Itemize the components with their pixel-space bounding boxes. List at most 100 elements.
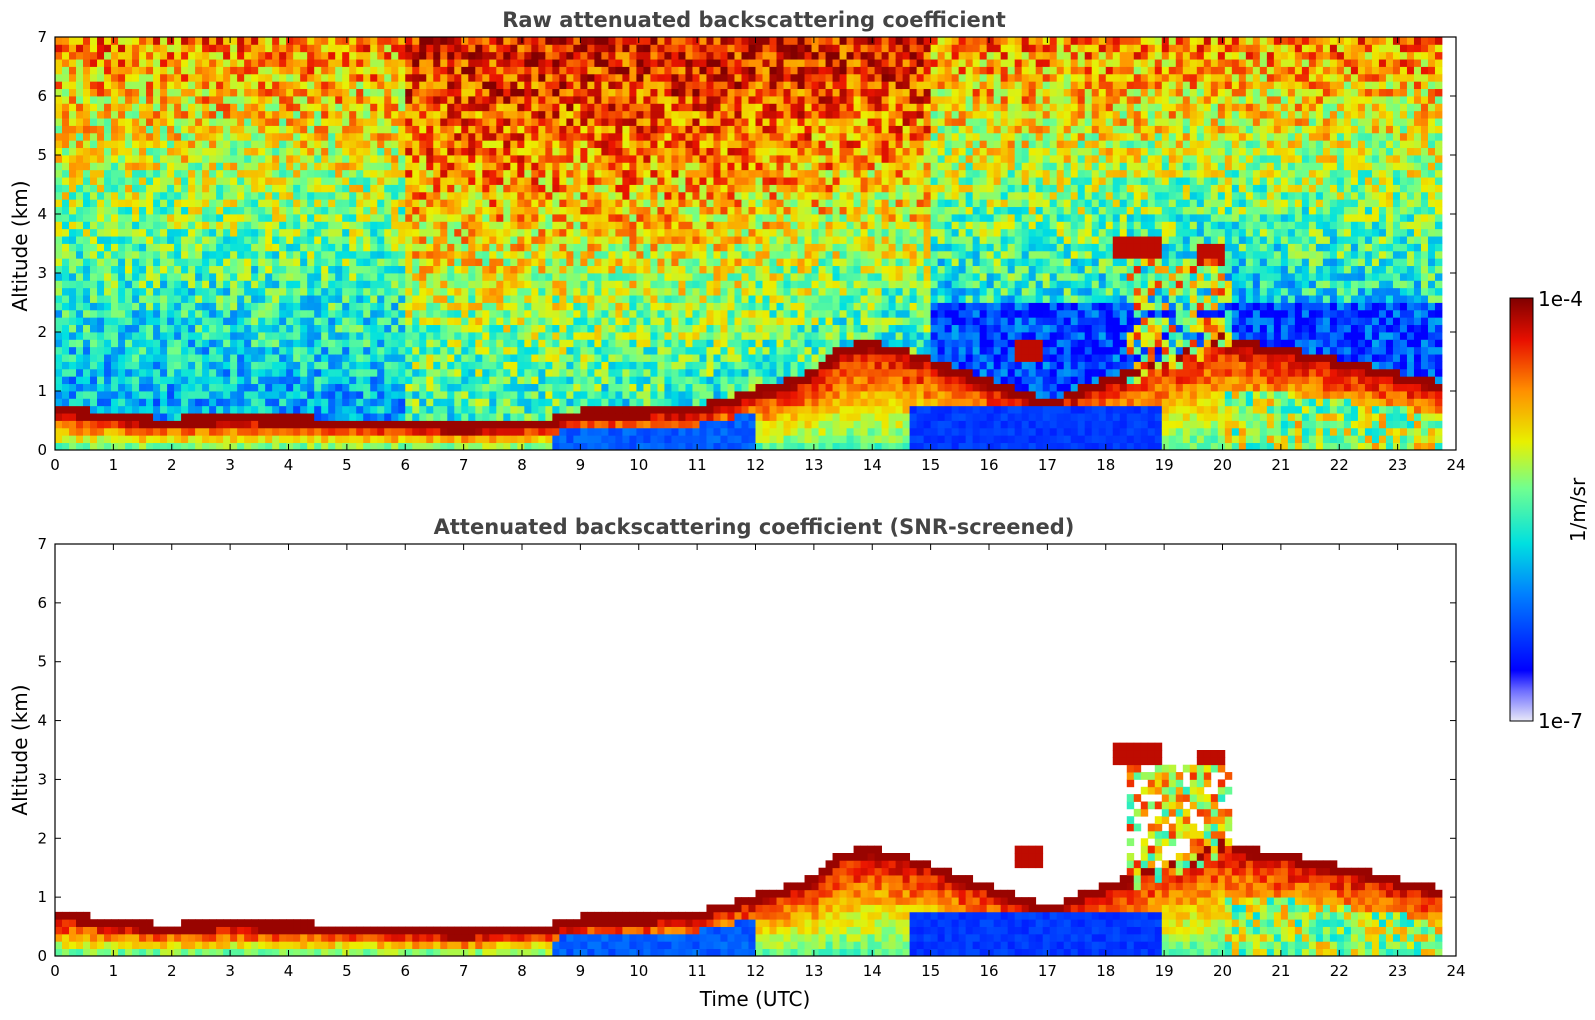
heatmap-cell [384,280,392,289]
heatmap-cell [356,66,364,75]
heatmap-cell [195,140,203,149]
heatmap-cell [419,273,427,281]
heatmap-cell [489,273,497,281]
heatmap-cell [594,37,602,45]
heatmap-cell [335,214,343,222]
heatmap-cell [580,162,588,171]
heatmap-cell [160,88,168,97]
heatmap-cell [426,287,434,296]
heatmap-cell [566,125,574,134]
heatmap-cell [139,302,147,311]
heatmap-cell [377,391,385,399]
heatmap-cell [657,265,665,274]
heatmap-cell [615,435,623,444]
heatmap-cell [139,177,147,185]
heatmap-cell [146,302,154,311]
heatmap-cell [594,162,602,171]
heatmap-cell [230,243,238,252]
heatmap-cell [160,309,168,318]
heatmap-cell [475,383,483,392]
heatmap-cell [69,420,77,429]
heatmap-cell [629,162,637,171]
heatmap-cell [342,118,350,126]
heatmap-cell [328,317,336,326]
heatmap-cell [265,442,273,450]
heatmap-cell [370,398,378,407]
heatmap-cell [524,273,532,281]
heatmap-cell [608,243,616,252]
heatmap-cell [419,324,427,333]
heatmap-cell [167,361,175,370]
heatmap-cell [398,258,406,267]
heatmap-cell [104,368,112,377]
heatmap-cell [286,44,294,53]
heatmap-cell [461,51,469,60]
heatmap-cell [181,295,189,303]
heatmap-cell [447,236,455,244]
heatmap-cell [209,354,217,362]
heatmap-cell [132,391,140,399]
heatmap-cell [510,59,518,67]
heatmap-cell [363,435,371,444]
heatmap-cell [573,221,581,230]
heatmap-cell [461,162,469,171]
heatmap-cell [293,435,301,444]
heatmap-cell [496,420,504,429]
heatmap-cell [251,413,259,421]
heatmap-cell [636,339,644,348]
heatmap-cell [538,317,546,326]
heatmap-cell [370,51,378,60]
heatmap-cell [237,295,245,303]
heatmap-cell [111,88,119,97]
heatmap-cell [223,354,231,362]
heatmap-cell [62,317,70,326]
heatmap-cell [531,140,539,149]
heatmap-cell [293,96,301,104]
heatmap-cell [244,302,252,311]
heatmap-cell [615,125,623,134]
heatmap-cell [545,273,553,281]
heatmap-cell [307,383,315,392]
heatmap-cell [419,346,427,355]
heatmap-cell [97,177,105,185]
heatmap-cell [384,155,392,163]
heatmap-cell [139,169,147,178]
heatmap-cell [265,287,273,296]
heatmap-cell [405,287,413,296]
heatmap-cell [111,324,119,333]
heatmap-cell [538,243,546,252]
heatmap-cell [265,184,273,193]
heatmap-cell [195,309,203,318]
heatmap-cell [384,287,392,296]
heatmap-cell [314,228,322,237]
heatmap-cell [335,177,343,185]
heatmap-cell [384,427,392,436]
heatmap-cell [594,405,602,414]
heatmap-cell [69,118,77,126]
heatmap-cell [83,37,91,45]
heatmap-cell [664,317,672,326]
heatmap-cell [97,427,105,436]
heatmap-cell [104,354,112,362]
heatmap-cell [363,265,371,274]
heatmap-cell [118,81,126,90]
heatmap-cell [188,118,196,126]
heatmap-cell [349,155,357,163]
heatmap-cell [328,44,336,53]
heatmap-cell [573,420,581,429]
heatmap-cell [216,221,224,230]
heatmap-cell [265,206,273,215]
heatmap-cell [202,376,210,385]
heatmap-cell [181,280,189,289]
heatmap-cell [559,73,567,82]
heatmap-cell [314,427,322,436]
heatmap-cell [265,44,273,53]
heatmap-cell [419,405,427,414]
heatmap-cell [62,118,70,126]
heatmap-cell [615,243,623,252]
heatmap-cell [97,155,105,163]
heatmap-cell [216,442,224,450]
heatmap-cell [349,361,357,370]
heatmap-cell [349,51,357,60]
heatmap-cell [258,140,266,149]
